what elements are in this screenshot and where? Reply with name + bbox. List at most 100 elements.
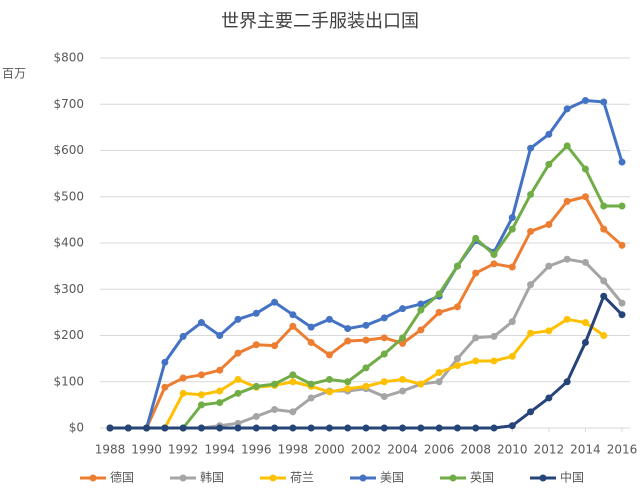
data-point <box>399 424 407 432</box>
data-point <box>289 322 297 330</box>
data-point <box>435 378 443 386</box>
data-point <box>545 130 553 138</box>
data-point <box>380 350 388 358</box>
y-axis-label: 百万 <box>2 67 26 81</box>
data-point <box>472 357 480 365</box>
legend-marker <box>539 474 547 482</box>
data-point <box>417 326 425 334</box>
data-point <box>545 262 553 270</box>
data-point <box>527 227 535 235</box>
data-point <box>600 277 608 285</box>
x-tick-label: 1994 <box>204 443 235 457</box>
legend-label: 中国 <box>560 470 584 485</box>
data-point <box>581 258 589 266</box>
x-tick-label: 1998 <box>278 443 309 457</box>
x-tick-label: 2006 <box>424 443 455 457</box>
data-point <box>161 358 169 366</box>
data-point <box>216 366 224 374</box>
data-point <box>344 385 352 393</box>
data-point <box>252 382 260 390</box>
data-point <box>197 319 205 327</box>
data-point <box>581 319 589 327</box>
data-point <box>618 311 626 319</box>
data-point <box>490 357 498 365</box>
y-tick-label: $400 <box>53 236 84 250</box>
data-point <box>216 387 224 395</box>
y-tick-label: $0 <box>69 421 84 435</box>
data-point <box>325 375 333 383</box>
data-point <box>399 387 407 395</box>
data-point <box>234 349 242 357</box>
data-point <box>563 255 571 263</box>
data-point <box>581 165 589 173</box>
data-point <box>362 424 370 432</box>
x-tick-label: 1992 <box>168 443 199 457</box>
data-point <box>600 98 608 106</box>
x-tick-label: 2000 <box>314 443 345 457</box>
y-tick-label: $200 <box>53 328 84 342</box>
data-point <box>600 292 608 300</box>
data-point <box>563 315 571 323</box>
data-point <box>508 352 516 360</box>
data-point <box>600 225 608 233</box>
data-point <box>362 336 370 344</box>
data-point <box>179 374 187 382</box>
data-point <box>271 424 279 432</box>
data-point <box>545 221 553 228</box>
x-tick-label: 2016 <box>607 443 638 457</box>
data-point <box>527 329 535 337</box>
data-point <box>399 305 407 313</box>
data-point <box>234 389 242 397</box>
data-point <box>216 424 224 432</box>
data-point <box>216 332 224 339</box>
data-point <box>453 424 461 432</box>
data-point <box>362 382 370 390</box>
data-point <box>106 424 114 432</box>
data-point <box>508 318 516 326</box>
data-point <box>307 338 315 346</box>
legend-marker <box>269 474 277 482</box>
data-point <box>508 422 516 430</box>
data-point <box>197 424 205 432</box>
data-point <box>380 314 388 322</box>
data-point <box>380 424 388 432</box>
data-point <box>289 378 297 386</box>
data-point <box>618 202 626 210</box>
x-tick-label: 2014 <box>570 443 601 457</box>
data-point <box>161 424 169 432</box>
data-point <box>472 234 480 242</box>
x-tick-label: 1990 <box>131 443 162 457</box>
data-point <box>435 424 443 432</box>
data-point <box>545 160 553 168</box>
x-tick-label: 1988 <box>95 443 126 457</box>
data-point <box>216 399 224 407</box>
data-point <box>527 408 535 416</box>
y-tick-label: $100 <box>53 374 84 388</box>
data-point <box>234 424 242 432</box>
data-point <box>453 362 461 370</box>
data-point <box>581 193 589 201</box>
data-point <box>325 351 333 359</box>
data-point <box>289 408 297 416</box>
data-point <box>508 225 516 233</box>
data-point <box>362 321 370 329</box>
x-tick-label: 2008 <box>460 443 491 457</box>
data-point <box>472 269 480 277</box>
data-point <box>124 424 132 432</box>
y-tick-label: $500 <box>53 189 84 203</box>
data-point <box>618 241 626 249</box>
chart-title: 世界主要二手服装出口国 <box>221 11 419 32</box>
data-point <box>252 412 260 420</box>
data-point <box>325 424 333 432</box>
data-point <box>307 380 315 388</box>
y-tick-label: $800 <box>53 51 84 65</box>
data-point <box>435 369 443 376</box>
data-point <box>197 401 205 409</box>
data-point <box>289 424 297 432</box>
data-point <box>618 158 626 166</box>
data-point <box>344 424 352 432</box>
data-point <box>161 383 169 391</box>
data-point <box>289 311 297 319</box>
legend-label: 荷兰 <box>290 471 314 485</box>
